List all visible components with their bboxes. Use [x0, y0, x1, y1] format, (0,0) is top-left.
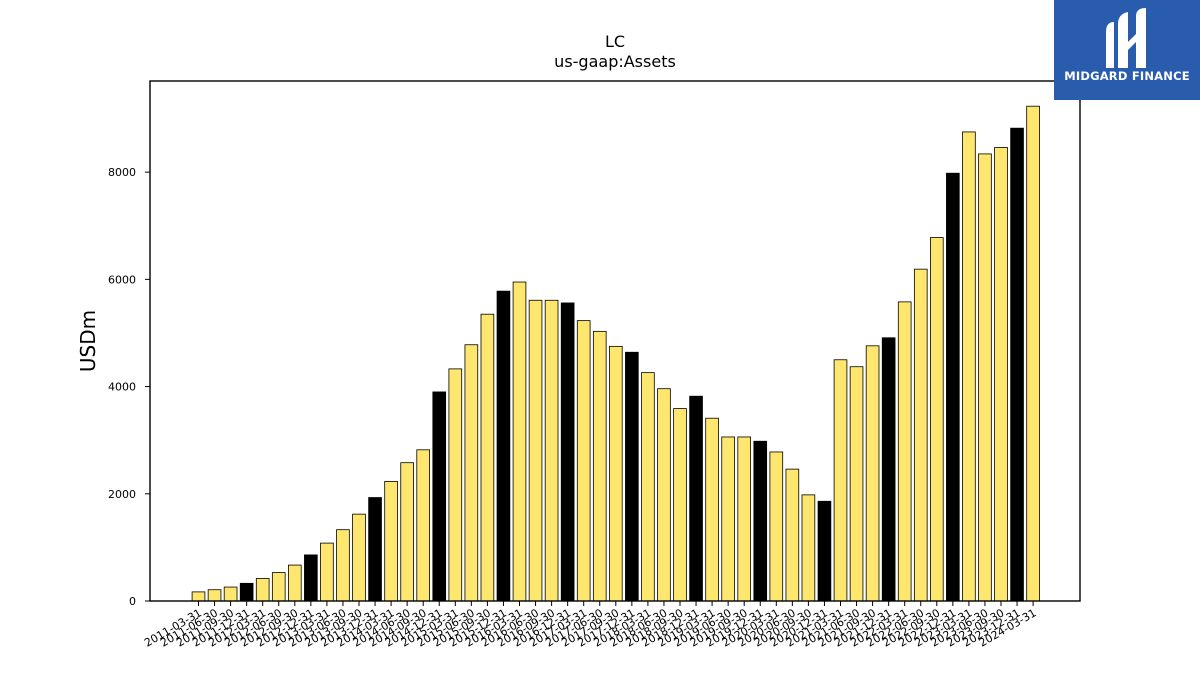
bar-2019-06-30 [721, 436, 735, 602]
x-axis: 2011-03-312011-06-302011-09-302011-12-31… [142, 601, 1039, 650]
bar-2016-06-30 [528, 299, 543, 602]
bars-group [191, 105, 1040, 602]
bar-2019-03-31 [705, 417, 719, 602]
bar-2024-03-31 [1026, 105, 1040, 602]
y-axis: 0 2000 4000 6000 8000 [108, 166, 150, 608]
bar-2020-03-31 [769, 451, 784, 602]
bar-2017-12-31 [625, 351, 639, 602]
bar-2021-06-30 [849, 366, 864, 602]
bar-2014-09-30 [416, 449, 430, 602]
bar-2022-03-31 [897, 301, 912, 602]
brand-logo: MIDGARD FINANCE [1054, 0, 1200, 100]
bar-2020-09-30 [801, 494, 816, 602]
bar-2023-03-31 [962, 131, 976, 602]
bar-2012-03-31 [255, 578, 270, 602]
y-tick-label-2000: 2000 [108, 488, 136, 501]
bar-2022-12-31 [946, 172, 960, 602]
chart-title: LC [604, 32, 626, 51]
bar-2023-09-30 [994, 147, 1008, 602]
bar-2018-06-30 [657, 388, 671, 602]
y-tick-label-6000: 6000 [108, 273, 136, 286]
chart-subtitle: us-gaap:Assets [554, 52, 676, 71]
bar-2016-12-31 [560, 302, 575, 602]
bar-2016-09-30 [544, 299, 559, 602]
bar-2011-09-30 [223, 586, 238, 602]
bar-2015-06-30 [464, 344, 479, 602]
bar-2015-09-30 [480, 313, 495, 602]
bar-2014-12-31 [432, 391, 447, 602]
bar-2013-06-30 [336, 529, 350, 602]
bar-2020-06-30 [785, 468, 800, 602]
y-axis-label: USDm [76, 310, 100, 372]
bar-2011-03-31 [191, 591, 206, 602]
bar-2015-12-31 [496, 290, 511, 602]
logo-mark-icon [1106, 8, 1146, 68]
y-tick-label-0: 0 [129, 595, 136, 608]
bar-2022-06-30 [913, 268, 928, 602]
bar-2013-12-31 [368, 497, 382, 602]
bar-2013-03-31 [320, 542, 334, 602]
bar-2021-09-30 [865, 345, 880, 602]
bar-2017-09-30 [609, 345, 623, 602]
bar-2023-12-31 [1010, 127, 1024, 602]
bar-2015-03-31 [448, 368, 463, 602]
bar-2012-06-30 [271, 572, 286, 602]
bar-2023-06-30 [978, 153, 992, 602]
bar-2013-09-30 [352, 513, 366, 602]
bar-2017-06-30 [592, 330, 607, 602]
bar-2012-09-30 [287, 564, 302, 602]
brand-name: MIDGARD FINANCE [1064, 69, 1190, 83]
y-tick-label-8000: 8000 [108, 166, 136, 179]
bar-2014-06-30 [400, 462, 414, 602]
bar-2014-03-31 [384, 481, 398, 602]
plot-frame [149, 80, 1081, 602]
bar-2020-12-31 [817, 500, 832, 602]
bar-2019-12-31 [753, 440, 768, 602]
bar-2011-12-31 [239, 582, 254, 602]
bar-2019-09-30 [737, 436, 751, 602]
bar-2018-03-31 [641, 372, 655, 602]
bar-2022-09-30 [930, 237, 944, 602]
bar-2016-03-31 [512, 281, 527, 602]
y-tick-label-4000: 4000 [108, 381, 136, 394]
bar-2012-12-31 [304, 554, 318, 602]
bar-2011-06-30 [207, 589, 222, 602]
bar-2018-09-30 [673, 408, 687, 602]
bar-2021-12-31 [881, 337, 896, 602]
bar-2021-03-31 [833, 359, 848, 602]
bar-2018-12-31 [689, 395, 703, 602]
bar-2017-03-31 [576, 320, 591, 602]
